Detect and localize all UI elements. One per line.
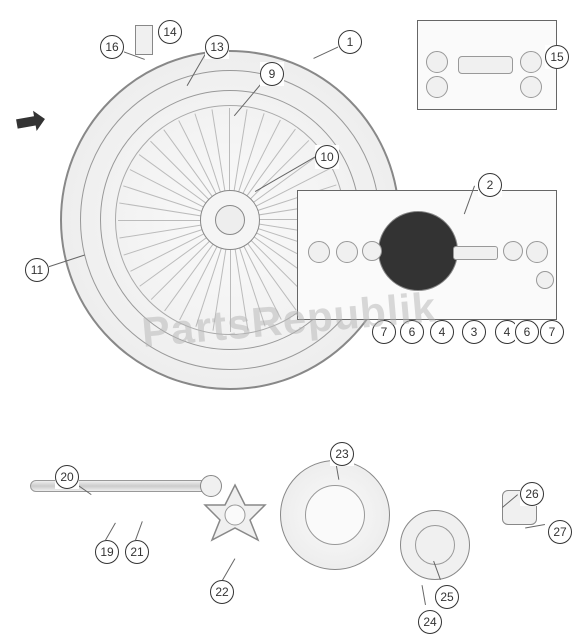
leader-line <box>422 585 426 605</box>
bearing <box>336 241 358 263</box>
bearing <box>362 241 382 261</box>
callout-2: 2 <box>478 173 502 197</box>
callout-number: 21 <box>125 540 149 564</box>
bearing <box>520 51 542 73</box>
callout-number: 13 <box>205 35 229 59</box>
callout-number: 6 <box>515 320 539 344</box>
seal <box>308 241 330 263</box>
callout-3: 3 <box>462 320 486 344</box>
leader-line <box>135 521 143 540</box>
callout-number: 1 <box>338 30 362 54</box>
leader-line <box>105 523 116 541</box>
callout-number: 3 <box>462 320 486 344</box>
callout-15: 15 <box>545 45 569 69</box>
callout-11: 11 <box>25 258 49 282</box>
callout-number: 9 <box>260 62 284 86</box>
brake-carrier-star <box>200 480 270 550</box>
bearing <box>520 76 542 98</box>
callout-number: 4 <box>430 320 454 344</box>
callout-10: 10 <box>315 145 339 169</box>
leader-line <box>222 558 235 580</box>
callout-26: 26 <box>520 482 544 506</box>
callout-number: 7 <box>540 320 564 344</box>
callout-number: 11 <box>25 258 49 282</box>
callout-number: 25 <box>435 585 459 609</box>
callout-number: 7 <box>372 320 396 344</box>
bearing <box>426 51 448 73</box>
callout-22: 22 <box>210 580 234 604</box>
bearing <box>526 241 548 263</box>
callout-1: 1 <box>338 30 362 54</box>
callout-27: 27 <box>548 520 572 544</box>
callout-number: 10 <box>315 145 339 169</box>
spacer <box>458 56 513 74</box>
callout-number: 14 <box>158 20 182 44</box>
callout-number: 16 <box>100 35 124 59</box>
inset-box-hub <box>297 190 557 320</box>
callout-14: 14 <box>158 20 182 44</box>
callout-6: 6 <box>400 320 424 344</box>
brake-disc-inner <box>305 485 365 545</box>
abs-ring-inner <box>415 525 455 565</box>
callout-number: 26 <box>520 482 544 506</box>
callout-7: 7 <box>372 320 396 344</box>
callout-6: 6 <box>515 320 539 344</box>
bearing <box>503 241 523 261</box>
bearing <box>426 76 448 98</box>
callout-7: 7 <box>540 320 564 344</box>
callout-23: 23 <box>330 442 354 466</box>
spacer <box>453 246 498 260</box>
callout-number: 27 <box>548 520 572 544</box>
inset-box-bearings <box>417 20 557 110</box>
callout-number: 2 <box>478 173 502 197</box>
callout-9: 9 <box>260 62 284 86</box>
callout-number: 22 <box>210 580 234 604</box>
callout-25: 25 <box>435 585 459 609</box>
callout-number: 23 <box>330 442 354 466</box>
callout-number: 15 <box>545 45 569 69</box>
callout-24: 24 <box>418 610 442 634</box>
hub-center <box>215 205 245 235</box>
callout-4: 4 <box>430 320 454 344</box>
hub-black <box>378 211 458 291</box>
callout-19: 19 <box>95 540 119 564</box>
callout-20: 20 <box>55 465 79 489</box>
valve-stem <box>135 25 153 55</box>
callout-21: 21 <box>125 540 149 564</box>
callout-number: 6 <box>400 320 424 344</box>
callout-number: 24 <box>418 610 442 634</box>
callout-16: 16 <box>100 35 124 59</box>
rotation-arrow-icon: ➡ <box>12 98 49 145</box>
callout-number: 20 <box>55 465 79 489</box>
callout-13: 13 <box>205 35 229 59</box>
seal <box>536 271 554 289</box>
callout-number: 19 <box>95 540 119 564</box>
exploded-diagram: ➡ 12344667791011131415161920212223242526… <box>0 0 577 640</box>
